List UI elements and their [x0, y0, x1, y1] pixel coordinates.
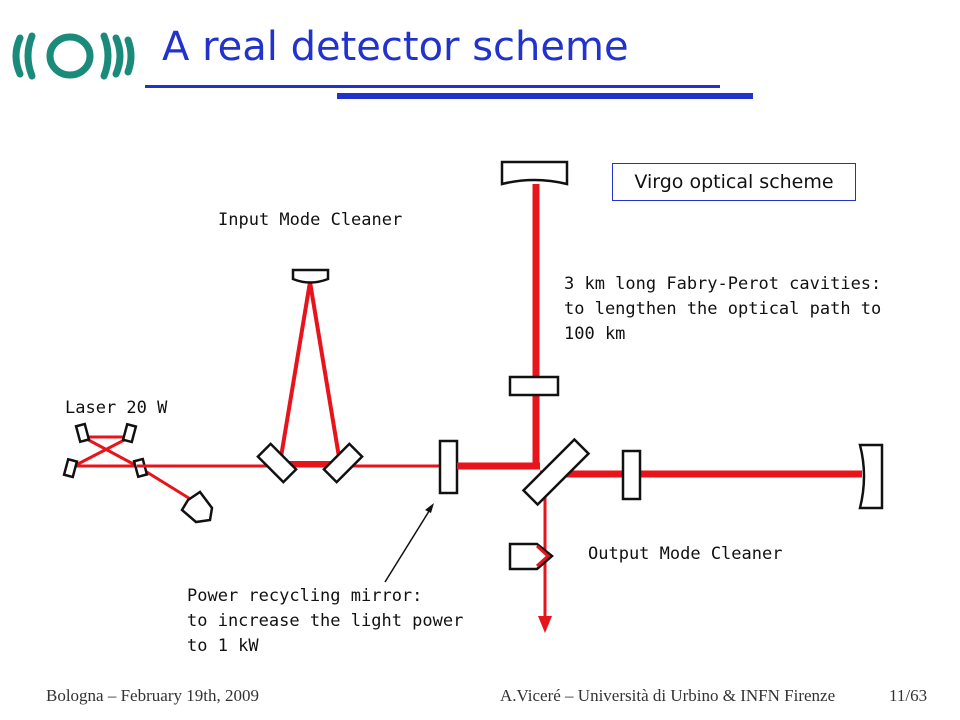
- scheme-title-box: Virgo optical scheme: [612, 163, 856, 201]
- input-mode-cleaner: [256, 268, 364, 484]
- title-underline-thick: [337, 93, 753, 99]
- west-end-mirror: [858, 443, 884, 510]
- north-end-mirror: [500, 160, 569, 186]
- power-recycling-label-line-1: Power recycling mirror:: [187, 586, 423, 606]
- output-mode-cleaner: [508, 542, 554, 571]
- fabry-perot-label-line-1: 3 km long Fabry-Perot cavities:: [564, 274, 882, 294]
- north-input-mirror: [508, 375, 560, 397]
- pointer-arrowhead: [425, 503, 434, 513]
- virgo-logo-icon: [12, 32, 135, 80]
- fabry-perot-label-line-2: to lengthen the optical path to: [564, 299, 882, 319]
- output-mode-cleaner-label: Output Mode Cleaner: [588, 544, 783, 564]
- power-recycling-mirror: [438, 439, 459, 495]
- slide-title: A real detector scheme: [162, 24, 629, 70]
- output-arrowhead: [538, 616, 552, 633]
- west-input-mirror: [621, 449, 642, 501]
- power-recycling-label-line-2: to increase the light power: [187, 611, 464, 631]
- laser-source: [62, 422, 214, 524]
- pointer-line: [384, 507, 432, 583]
- footer-page-number: 11/63: [889, 686, 928, 705]
- fabry-perot-label-line-3: 100 km: [564, 324, 626, 344]
- footer-date: Bologna – February 19th, 2009: [46, 686, 259, 705]
- beam-splitter: [521, 437, 591, 507]
- power-recycling-label-line-3: to 1 kW: [187, 636, 259, 656]
- footer-author: A.Viceré – Università di Urbino & INFN F…: [500, 686, 836, 705]
- laser-label: Laser 20 W: [65, 398, 168, 418]
- title-underline-thin: [145, 85, 720, 88]
- input-mode-cleaner-label: Input Mode Cleaner: [218, 210, 403, 230]
